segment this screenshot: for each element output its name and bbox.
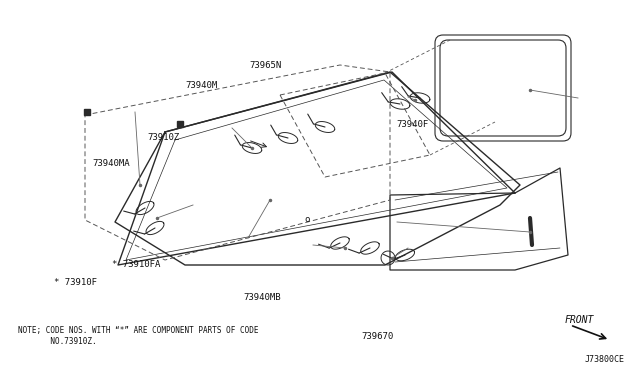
Text: * 73910F: * 73910F (54, 278, 97, 287)
Text: 739670: 739670 (362, 332, 394, 341)
Text: NO.73910Z.: NO.73910Z. (18, 337, 97, 346)
Text: FRONT: FRONT (565, 315, 595, 325)
Text: * 73910FA: * 73910FA (112, 260, 161, 269)
Text: o: o (304, 215, 309, 224)
Text: J73800CE: J73800CE (585, 356, 625, 365)
Text: 73940MA: 73940MA (93, 159, 131, 168)
Text: 73940M: 73940M (186, 81, 218, 90)
Text: 73940F: 73940F (397, 120, 429, 129)
Text: NOTE; CODE NOS. WITH “*” ARE COMPONENT PARTS OF CODE: NOTE; CODE NOS. WITH “*” ARE COMPONENT P… (18, 326, 259, 334)
Text: 73965N: 73965N (250, 61, 282, 70)
Text: 73910Z: 73910Z (147, 133, 179, 142)
Text: 73940MB: 73940MB (243, 293, 281, 302)
